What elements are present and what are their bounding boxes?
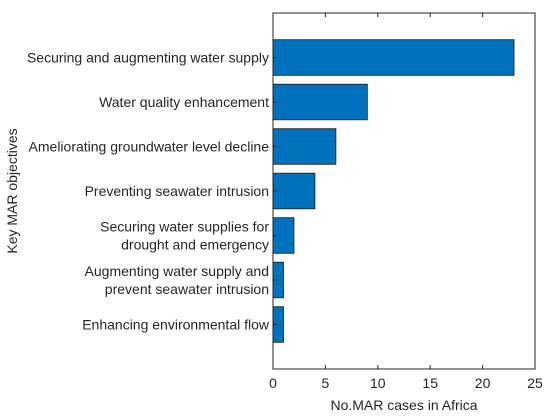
category-label-0: Securing and augmenting water supply (27, 50, 269, 66)
x-axis-label: No.MAR cases in Africa (330, 397, 477, 413)
x-tick-label-1: 5 (322, 375, 330, 391)
bar-0 (272, 39, 515, 76)
bar-2 (272, 128, 337, 165)
category-label-4: Securing water supplies for drought and e… (100, 219, 269, 253)
bars-group (272, 39, 515, 343)
category-label-1: Water quality enhancement (99, 94, 269, 110)
x-tick-label-4: 20 (475, 375, 491, 391)
category-label-5: Augmenting water supply and prevent seawa… (85, 263, 269, 297)
category-labels: Securing and augmenting water supply Wate… (27, 50, 270, 333)
bar-1 (272, 83, 368, 121)
x-tick-label-2: 10 (370, 375, 386, 391)
y-axis-label: Key MAR objectives (4, 128, 20, 253)
category-label-2: Ameliorating groundwater level decline (29, 139, 270, 155)
category-label-3: Preventing seawater intrusion (85, 183, 269, 199)
category-label-6: Enhancing environmental flow (82, 317, 270, 333)
y-axis-ticks (273, 57, 277, 325)
bar-3 (272, 172, 316, 210)
x-tick-label-5: 25 (527, 375, 543, 391)
x-tick-label-0: 0 (269, 375, 277, 391)
x-axis-ticks: 0 5 10 15 20 25 (269, 13, 543, 391)
x-tick-label-3: 15 (422, 375, 438, 391)
